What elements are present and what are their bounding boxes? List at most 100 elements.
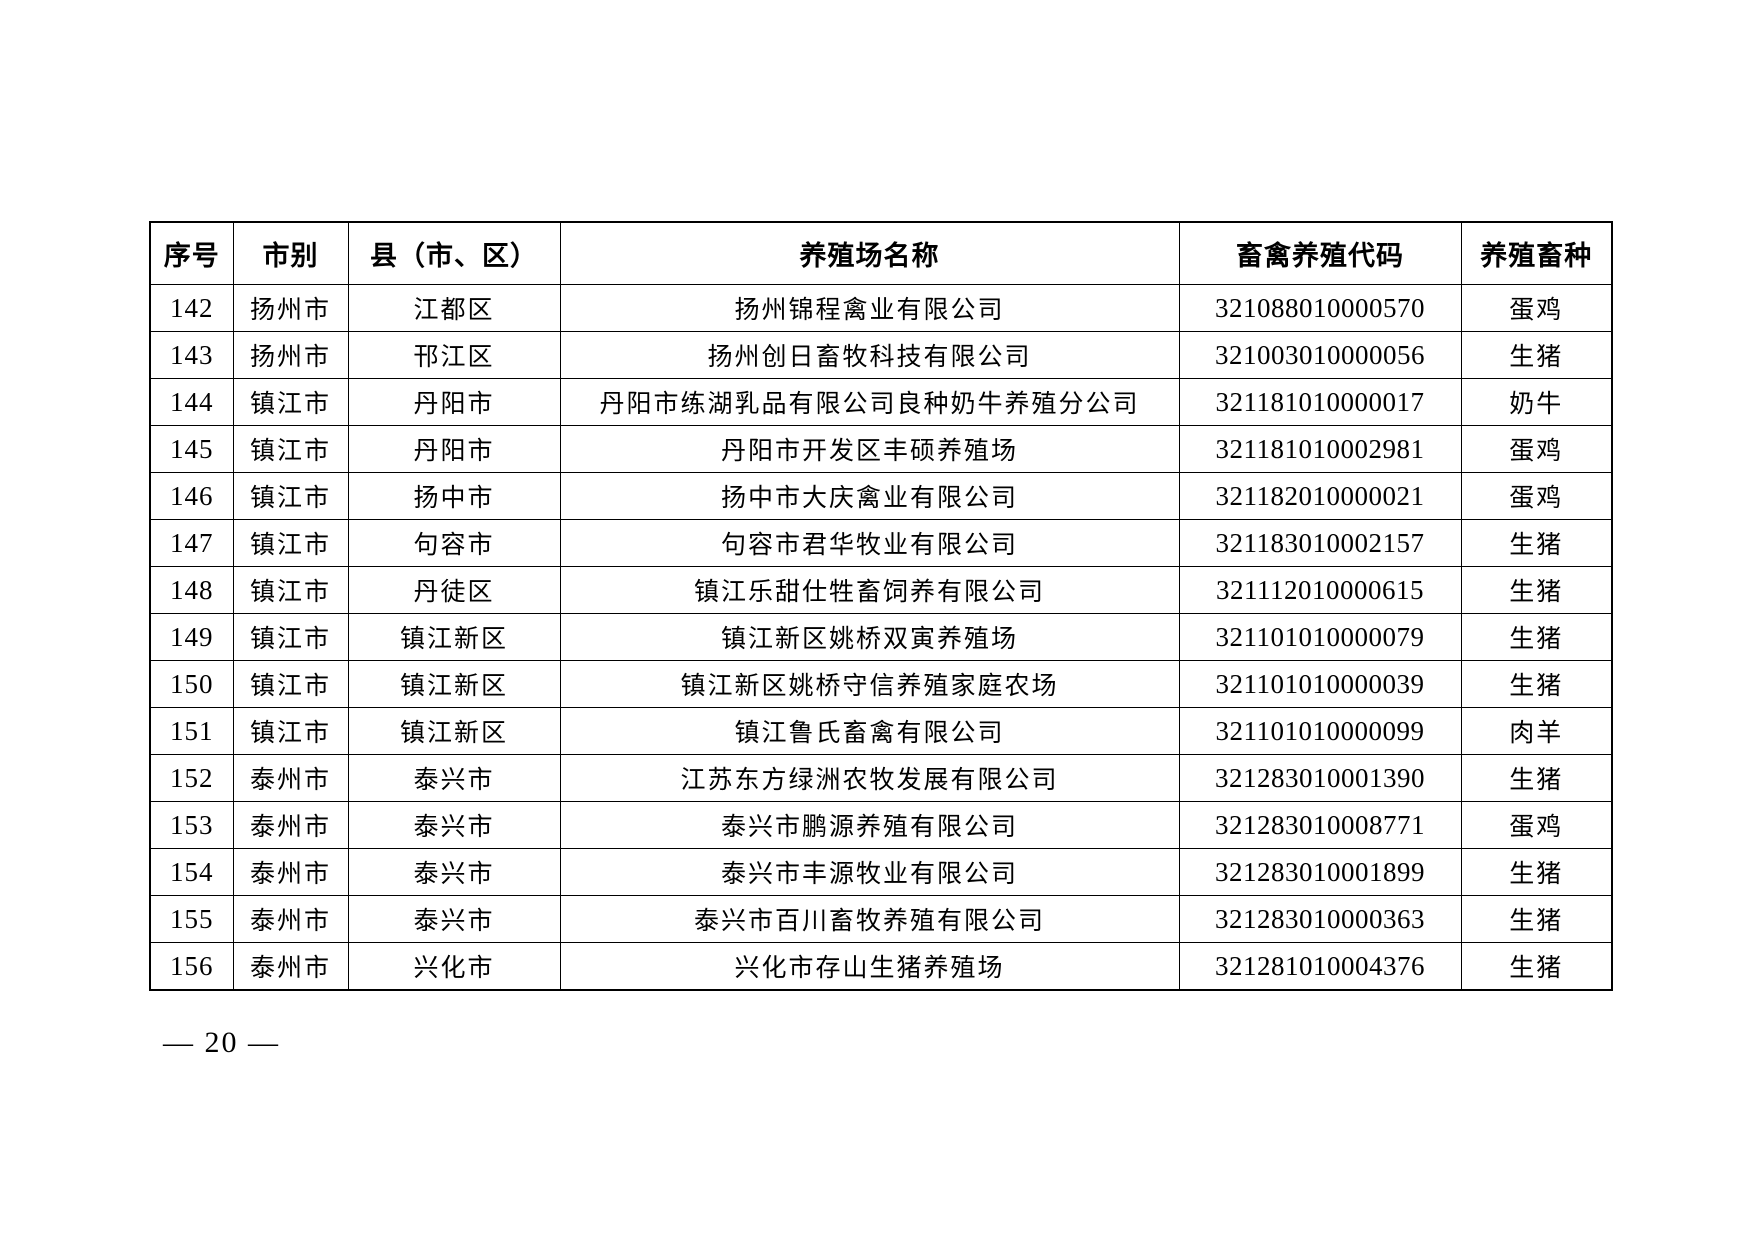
cell-serial: 150: [149, 660, 234, 708]
column-header-city: 市别: [232, 221, 349, 285]
cell-city: 泰州市: [232, 848, 349, 896]
cell-serial: 145: [149, 425, 234, 473]
cell-code: 321181010002981: [1178, 425, 1462, 473]
cell-serial: 146: [149, 472, 234, 520]
cell-county: 泰兴市: [347, 754, 561, 802]
cell-serial: 153: [149, 801, 234, 849]
cell-serial: 144: [149, 378, 234, 426]
table-row: 142 扬州市 江都区 扬州锦程禽业有限公司 321088010000570 蛋…: [149, 284, 1613, 332]
cell-county: 句容市: [347, 519, 561, 567]
cell-farm-name: 泰兴市百川畜牧养殖有限公司: [559, 895, 1180, 943]
cell-farm-name: 江苏东方绿洲农牧发展有限公司: [559, 754, 1180, 802]
cell-species: 蛋鸡: [1460, 425, 1613, 473]
cell-city: 镇江市: [232, 566, 349, 614]
cell-county: 丹徒区: [347, 566, 561, 614]
table-row: 156 泰州市 兴化市 兴化市存山生猪养殖场 321281010004376 生…: [149, 942, 1613, 991]
table-row: 155 泰州市 泰兴市 泰兴市百川畜牧养殖有限公司 32128301000036…: [149, 895, 1613, 943]
cell-serial: 149: [149, 613, 234, 661]
cell-farm-name: 兴化市存山生猪养殖场: [559, 942, 1180, 991]
cell-farm-name: 镇江乐甜仕牲畜饲养有限公司: [559, 566, 1180, 614]
cell-city: 镇江市: [232, 378, 349, 426]
table-row: 147 镇江市 句容市 句容市君华牧业有限公司 321183010002157 …: [149, 519, 1613, 567]
table-row: 150 镇江市 镇江新区 镇江新区姚桥守信养殖家庭农场 321101010000…: [149, 660, 1613, 708]
cell-farm-name: 丹阳市开发区丰硕养殖场: [559, 425, 1180, 473]
cell-farm-name: 丹阳市练湖乳品有限公司良种奶牛养殖分公司: [559, 378, 1180, 426]
cell-city: 泰州市: [232, 801, 349, 849]
cell-code: 321181010000017: [1178, 378, 1462, 426]
column-header-serial: 序号: [149, 221, 234, 285]
cell-city: 扬州市: [232, 284, 349, 332]
cell-species: 蛋鸡: [1460, 472, 1613, 520]
table-body: 142 扬州市 江都区 扬州锦程禽业有限公司 321088010000570 蛋…: [149, 284, 1613, 991]
cell-serial: 156: [149, 942, 234, 991]
cell-city: 镇江市: [232, 707, 349, 755]
table-row: 154 泰州市 泰兴市 泰兴市丰源牧业有限公司 321283010001899 …: [149, 848, 1613, 896]
cell-species: 蛋鸡: [1460, 284, 1613, 332]
cell-species: 生猪: [1460, 895, 1613, 943]
cell-county: 扬中市: [347, 472, 561, 520]
cell-farm-name: 镇江新区姚桥双寅养殖场: [559, 613, 1180, 661]
cell-code: 321101010000079: [1178, 613, 1462, 661]
cell-farm-name: 镇江新区姚桥守信养殖家庭农场: [559, 660, 1180, 708]
cell-species: 肉羊: [1460, 707, 1613, 755]
cell-species: 奶牛: [1460, 378, 1613, 426]
cell-city: 泰州市: [232, 895, 349, 943]
cell-farm-name: 扬州创日畜牧科技有限公司: [559, 331, 1180, 379]
cell-farm-name: 句容市君华牧业有限公司: [559, 519, 1180, 567]
cell-serial: 147: [149, 519, 234, 567]
cell-city: 镇江市: [232, 660, 349, 708]
cell-species: 生猪: [1460, 331, 1613, 379]
cell-code: 321283010008771: [1178, 801, 1462, 849]
cell-city: 镇江市: [232, 519, 349, 567]
table-row: 143 扬州市 邗江区 扬州创日畜牧科技有限公司 321003010000056…: [149, 331, 1613, 379]
cell-code: 321281010004376: [1178, 942, 1462, 991]
cell-code: 321003010000056: [1178, 331, 1462, 379]
cell-code: 321283010000363: [1178, 895, 1462, 943]
cell-species: 生猪: [1460, 660, 1613, 708]
cell-city: 泰州市: [232, 942, 349, 991]
cell-serial: 142: [149, 284, 234, 332]
cell-species: 生猪: [1460, 848, 1613, 896]
cell-species: 生猪: [1460, 613, 1613, 661]
cell-county: 镇江新区: [347, 613, 561, 661]
cell-city: 镇江市: [232, 425, 349, 473]
table-row: 148 镇江市 丹徒区 镇江乐甜仕牲畜饲养有限公司 32111201000061…: [149, 566, 1613, 614]
column-header-county: 县（市、区）: [347, 221, 561, 285]
table-header-row: 序号 市别 县（市、区） 养殖场名称 畜禽养殖代码 养殖畜种: [149, 221, 1613, 285]
cell-code: 321112010000615: [1178, 566, 1462, 614]
cell-county: 泰兴市: [347, 801, 561, 849]
cell-farm-name: 镇江鲁氏畜禽有限公司: [559, 707, 1180, 755]
table-row: 149 镇江市 镇江新区 镇江新区姚桥双寅养殖场 321101010000079…: [149, 613, 1613, 661]
cell-species: 蛋鸡: [1460, 801, 1613, 849]
cell-code: 321101010000039: [1178, 660, 1462, 708]
cell-code: 321183010002157: [1178, 519, 1462, 567]
cell-species: 生猪: [1460, 942, 1613, 991]
cell-code: 321101010000099: [1178, 707, 1462, 755]
table-row: 153 泰州市 泰兴市 泰兴市鹏源养殖有限公司 321283010008771 …: [149, 801, 1613, 849]
cell-county: 泰兴市: [347, 848, 561, 896]
cell-serial: 151: [149, 707, 234, 755]
column-header-farm: 养殖场名称: [559, 221, 1180, 285]
cell-county: 泰兴市: [347, 895, 561, 943]
cell-county: 镇江新区: [347, 707, 561, 755]
column-header-species: 养殖畜种: [1460, 221, 1613, 285]
cell-serial: 152: [149, 754, 234, 802]
cell-code: 321088010000570: [1178, 284, 1462, 332]
page-number: — 20 —: [163, 1026, 280, 1059]
cell-city: 扬州市: [232, 331, 349, 379]
cell-farm-name: 泰兴市丰源牧业有限公司: [559, 848, 1180, 896]
cell-county: 江都区: [347, 284, 561, 332]
cell-serial: 155: [149, 895, 234, 943]
table-row: 152 泰州市 泰兴市 江苏东方绿洲农牧发展有限公司 3212830100013…: [149, 754, 1613, 802]
table-row: 144 镇江市 丹阳市 丹阳市练湖乳品有限公司良种奶牛养殖分公司 3211810…: [149, 378, 1613, 426]
cell-county: 丹阳市: [347, 378, 561, 426]
cell-county: 镇江新区: [347, 660, 561, 708]
cell-serial: 148: [149, 566, 234, 614]
cell-species: 生猪: [1460, 519, 1613, 567]
cell-code: 321182010000021: [1178, 472, 1462, 520]
cell-county: 丹阳市: [347, 425, 561, 473]
cell-farm-name: 扬中市大庆禽业有限公司: [559, 472, 1180, 520]
cell-species: 生猪: [1460, 566, 1613, 614]
cell-county: 邗江区: [347, 331, 561, 379]
